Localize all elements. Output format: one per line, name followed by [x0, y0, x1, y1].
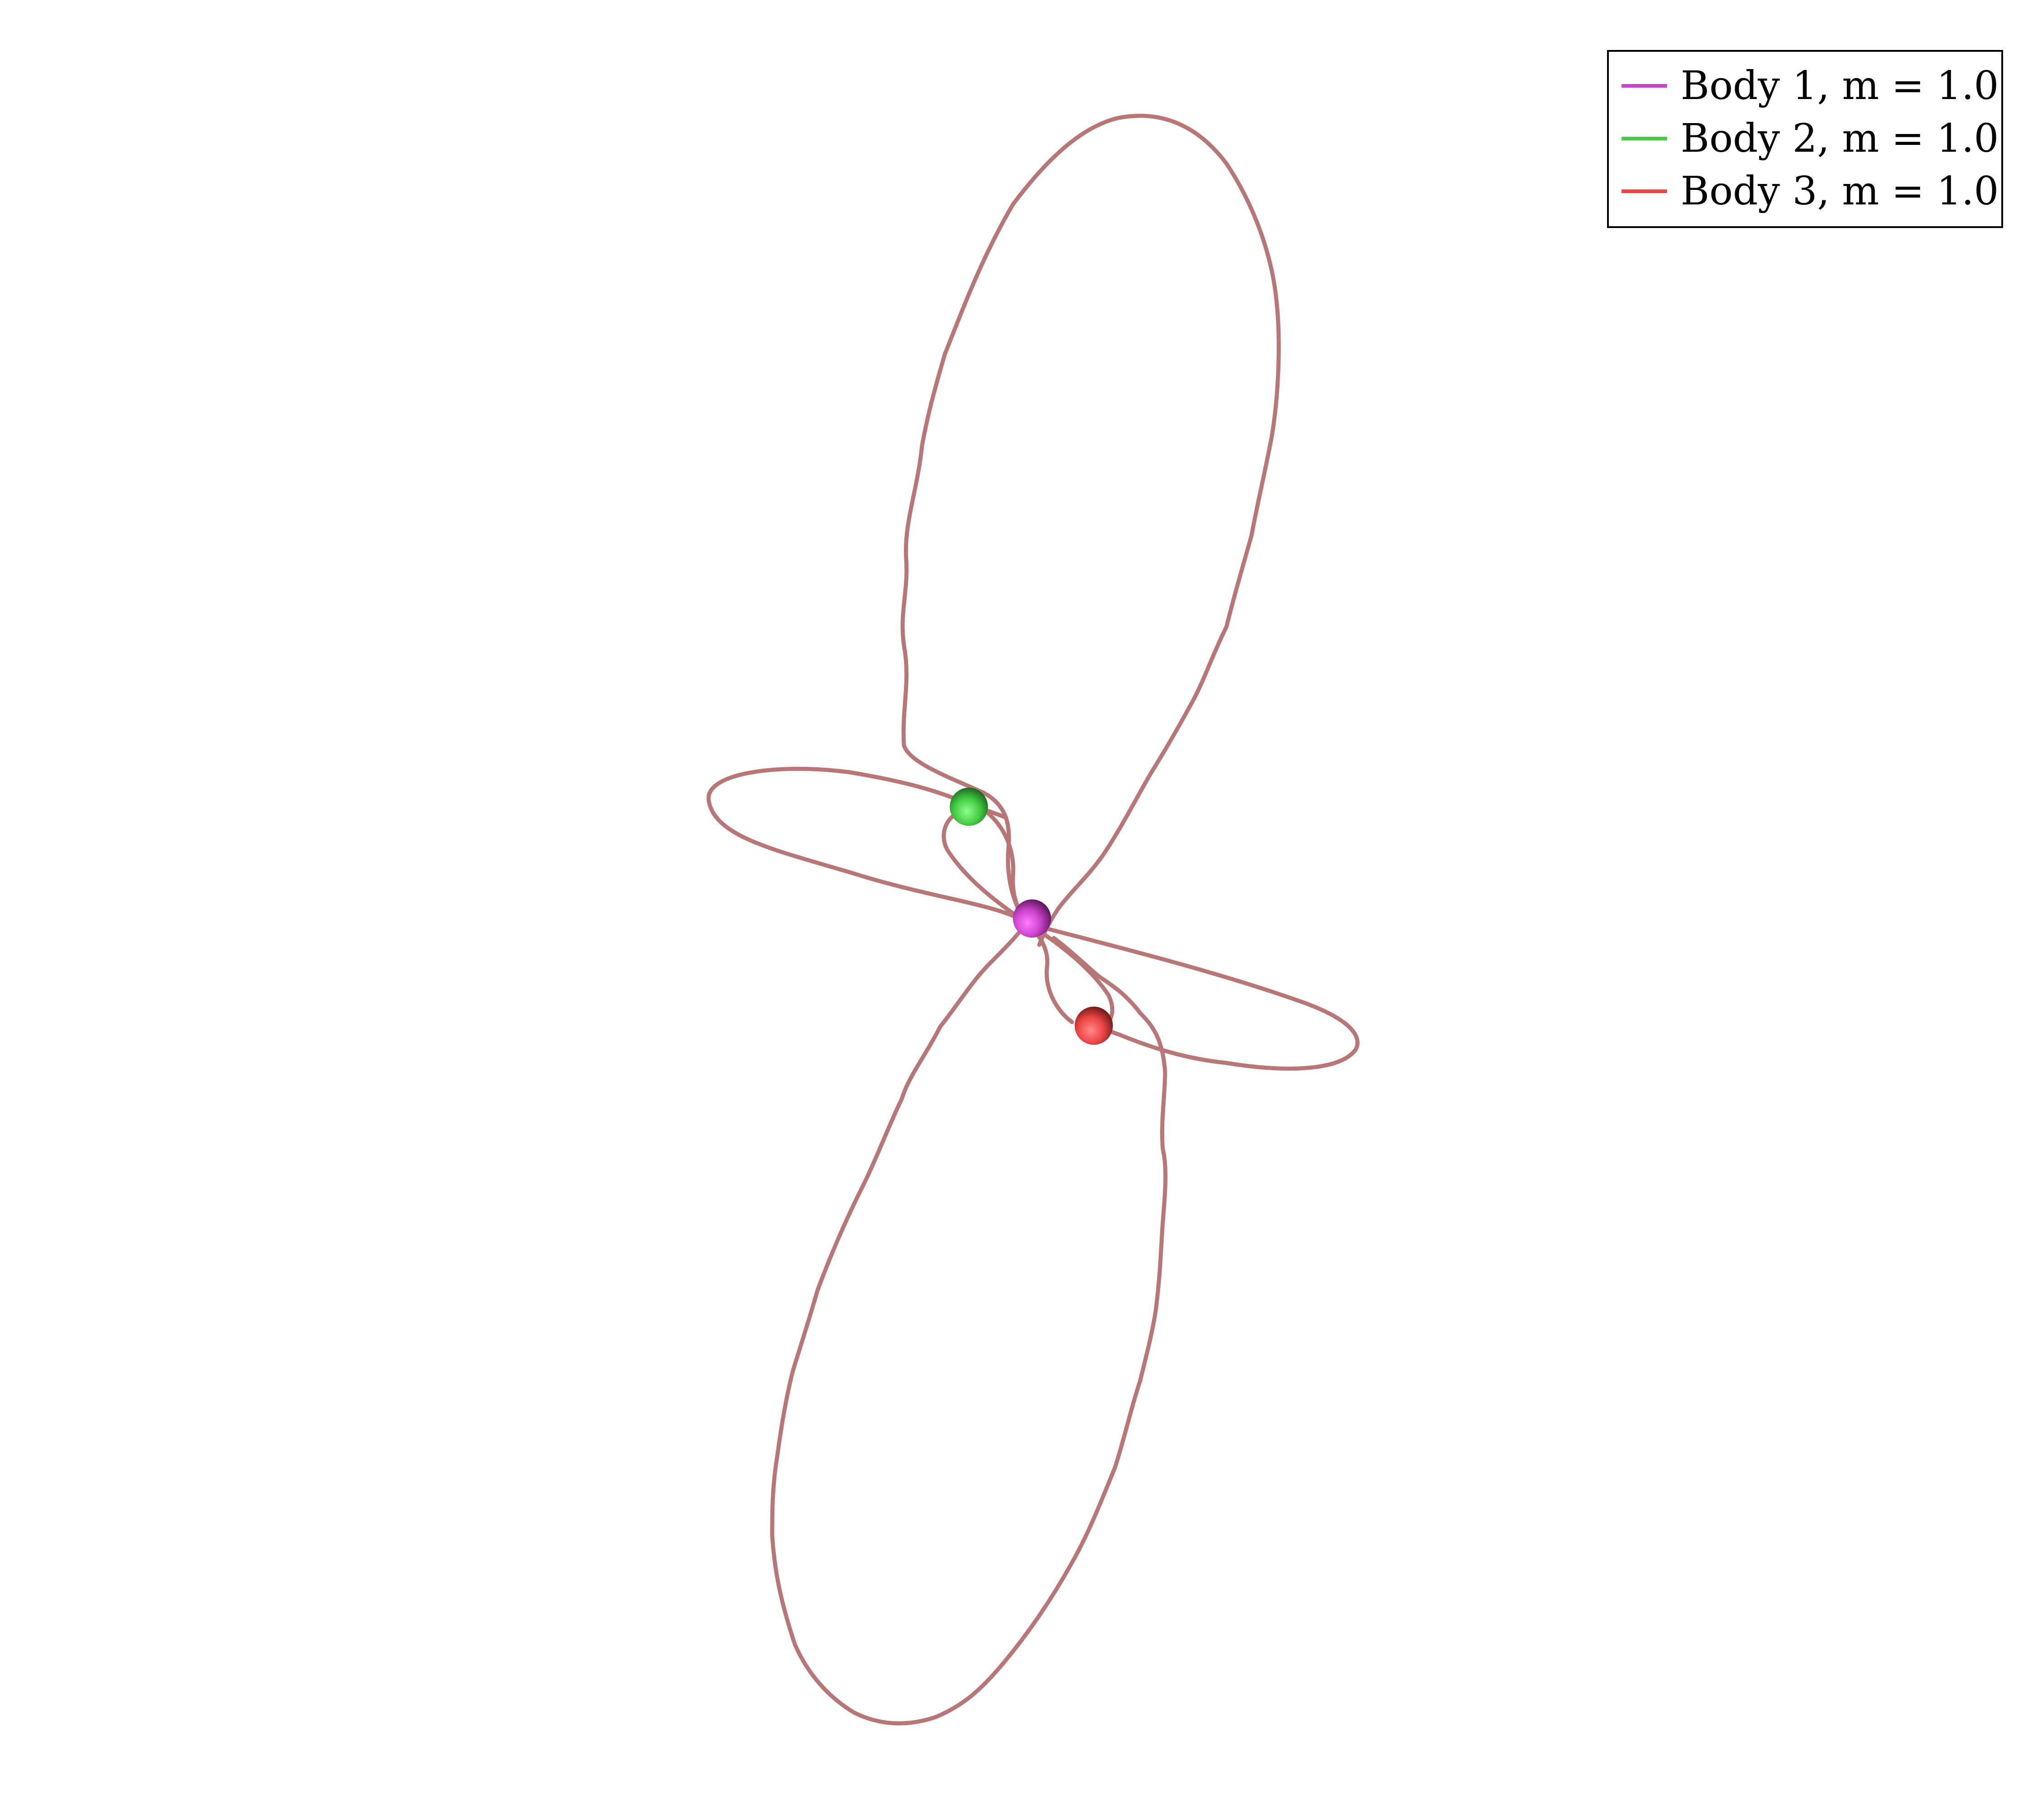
legend-swatch-body-3 — [1622, 189, 1667, 193]
legend-label-body-2: Body 2, m = 1.0 — [1681, 116, 1999, 161]
body-3-sphere-red — [1075, 1007, 1113, 1045]
legend: Body 1, m = 1.0 Body 2, m = 1.0 Body 3, … — [1607, 50, 2003, 228]
legend-swatch-body-2 — [1622, 137, 1667, 140]
legend-item-body-2: Body 2, m = 1.0 — [1622, 114, 1999, 164]
orbit-trail-lower-lobe — [770, 915, 1168, 1726]
body-1-sphere-purple — [1013, 899, 1051, 938]
legend-swatch-body-1 — [1622, 84, 1667, 88]
body-2-sphere-green — [950, 788, 988, 826]
legend-item-body-1: Body 1, m = 1.0 — [1622, 61, 1999, 111]
orbit-trail-inner-loops — [942, 811, 1115, 1029]
legend-label-body-1: Body 1, m = 1.0 — [1681, 63, 1999, 109]
legend-label-body-3: Body 3, m = 1.0 — [1681, 169, 1999, 214]
legend-item-body-3: Body 3, m = 1.0 — [1622, 166, 1999, 216]
orbit-trail-upper-lobe — [900, 114, 1281, 947]
orbit-trail-horizontal-lobe — [706, 767, 1359, 1071]
